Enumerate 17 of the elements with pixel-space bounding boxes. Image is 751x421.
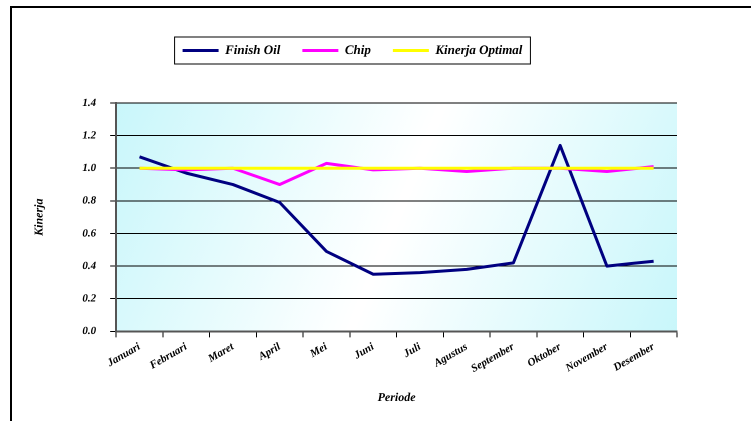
y-tick-label: 0.2 — [82, 292, 97, 305]
y-tick-label: 1.4 — [82, 96, 97, 109]
legend-label: Chip — [344, 42, 372, 57]
legend-label: Kinerja Optimal — [434, 42, 523, 57]
y-tick-label: 1.0 — [82, 162, 97, 174]
y-tick-label: 0.4 — [82, 260, 97, 272]
x-tick-label: April — [256, 340, 284, 364]
y-tick-label: 0.0 — [82, 325, 97, 338]
legend-label: Finish Oil — [224, 42, 281, 57]
y-tick-label: 0.6 — [82, 227, 97, 240]
x-axis-title: Periode — [378, 390, 416, 404]
x-tick-label: Mei — [307, 340, 330, 360]
y-tick-label: 1.2 — [82, 129, 97, 142]
y-axis-title: Kinerja — [31, 198, 46, 237]
x-tick-label: Juli — [400, 340, 424, 360]
y-tick-label: 0.8 — [82, 194, 97, 207]
x-tick-label: Juni — [351, 340, 377, 362]
